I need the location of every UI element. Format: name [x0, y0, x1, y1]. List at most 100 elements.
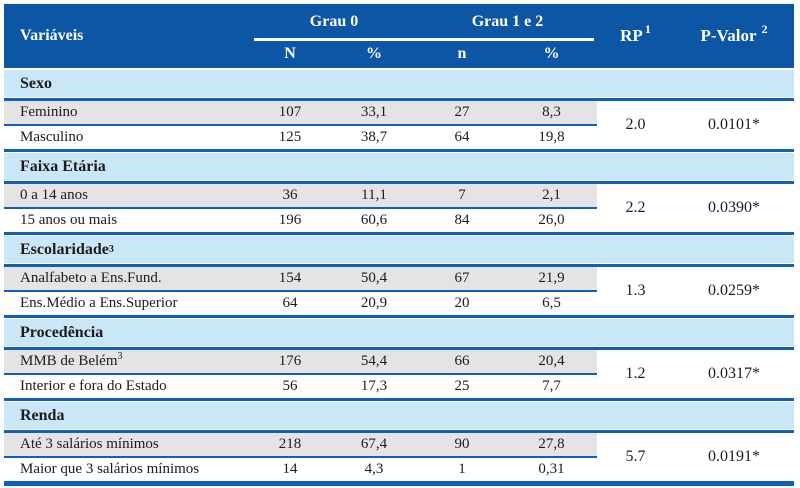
cell-pvalue: 0.0191* — [708, 448, 760, 465]
column-group-grau0: Grau 0 — [309, 13, 359, 30]
table-header: Variáveis Grau 0 Grau 1 e 2 N % n % RP 1 … — [4, 4, 794, 68]
table-row: MMB de Belém3 176 54,4 66 20,4 — [4, 350, 597, 373]
column-header-pct-grau12: % — [543, 45, 560, 62]
cell-n-grau0: 64 — [282, 295, 298, 311]
cell-pct-grau0: 54,4 — [360, 353, 388, 369]
cell-n-grau0: 218 — [278, 436, 302, 452]
cell-pct-grau0: 4,3 — [364, 461, 384, 477]
row-label: Até 3 salários mínimos — [20, 436, 159, 452]
cell-pct-grau12: 19,8 — [538, 129, 565, 145]
cell-pct-grau12: 20,4 — [538, 353, 565, 369]
row-label: Masculino — [20, 129, 84, 145]
table-row: Masculino 125 38,7 64 19,8 — [4, 126, 597, 149]
section-title: Escolaridade — [20, 240, 109, 258]
table-row: Maior que 3 salários mínimos 14 4,3 1 0,… — [4, 458, 597, 481]
row-label: 15 anos ou mais — [20, 212, 118, 228]
pvalue-footnote-marker: 2 — [761, 21, 768, 36]
column-header-pct-grau0: % — [366, 45, 382, 62]
cell-rp-value: 1.3 — [625, 282, 646, 299]
cell-n-grau0: 196 — [278, 212, 302, 228]
cell-n-grau12: 84 — [454, 212, 470, 228]
table-row: 15 anos ou mais 196 60,6 84 26,0 — [4, 209, 597, 232]
rule — [4, 98, 794, 101]
section-title: Procedência — [20, 323, 104, 341]
cell-pct-grau0: 38,7 — [360, 129, 388, 145]
section-title: Renda — [20, 406, 65, 424]
cell-pvalue: 0.0317* — [708, 365, 760, 382]
rule — [4, 181, 794, 184]
cell-pct-grau0: 50,4 — [360, 270, 388, 286]
table-bottom-rule — [4, 481, 794, 486]
cell-pct-grau0: 11,1 — [361, 187, 387, 203]
cell-pct-grau0: 20,9 — [360, 295, 388, 311]
cell-pct-grau0: 17,3 — [360, 378, 388, 394]
rule — [4, 207, 597, 209]
section-title-band: Sexo — [4, 70, 794, 97]
row-label: MMB de Belém — [20, 353, 118, 369]
rule — [4, 264, 794, 267]
cell-n-grau0: 154 — [278, 270, 302, 286]
cell-n-grau12: 64 — [454, 129, 470, 145]
row-label: Feminino — [20, 104, 78, 120]
section-title-band: Renda — [4, 402, 794, 429]
cell-n-grau12: 20 — [454, 295, 470, 311]
rule — [4, 456, 597, 458]
cell-n-grau0: 36 — [282, 187, 298, 203]
pvalue-label: P-Valor — [700, 26, 757, 45]
column-header-n-grau12: n — [457, 45, 467, 62]
cell-n-grau12: 25 — [454, 378, 470, 394]
cell-n-grau0: 107 — [278, 104, 302, 120]
row-label: Maior que 3 salários mínimos — [20, 461, 200, 477]
row-label: Analfabeto a Ens.Fund. — [20, 270, 162, 286]
table-row: Ens.Médio a Ens.Superior 64 20,9 20 6,5 — [4, 292, 597, 315]
table-row: Interior e fora do Estado 56 17,3 25 7,7 — [4, 375, 597, 398]
row-label: Interior e fora do Estado — [20, 378, 167, 394]
column-header-n-grau0: N — [284, 45, 296, 62]
section-title-band: Procedência — [4, 319, 794, 346]
table-row: Feminino 107 33,1 27 8,3 — [4, 101, 597, 124]
section-procedencia: Procedência MMB de Belém3 176 54,4 66 20… — [4, 319, 794, 402]
rule — [4, 430, 794, 433]
cell-pct-grau0: 67,4 — [360, 436, 388, 452]
cell-pct-grau12: 26,0 — [538, 212, 565, 228]
cell-pct-grau0: 60,6 — [360, 212, 388, 228]
statistics-table: Variáveis Grau 0 Grau 1 e 2 N % n % RP 1 … — [4, 4, 794, 486]
cell-rp-value: 2.2 — [625, 199, 646, 216]
cell-pct-grau12: 27,8 — [538, 436, 565, 452]
cell-pvalue: 0.0259* — [708, 282, 760, 299]
cell-pct-grau12: 0,31 — [538, 461, 565, 477]
rule — [4, 315, 794, 318]
row-label-footnote: 3 — [117, 351, 123, 362]
table-row: Analfabeto a Ens.Fund. 154 50,4 67 21,9 — [4, 267, 597, 290]
cell-n-grau12: 67 — [454, 270, 470, 286]
section-title: Sexo — [20, 74, 52, 92]
row-label: 0 a 14 anos — [20, 187, 88, 203]
rule — [4, 232, 794, 235]
column-header-pvalue: P-Valor 2 — [674, 4, 794, 68]
cell-n-grau12: 66 — [454, 353, 470, 369]
cell-rp-value: 1.2 — [625, 365, 646, 382]
cell-n-grau12: 1 — [458, 461, 466, 477]
section-title-band: Escolaridade 3 — [4, 236, 794, 263]
cell-pct-grau12: 21,9 — [538, 270, 565, 286]
table-row: 0 a 14 anos 36 11,1 7 2,1 — [4, 184, 597, 207]
rule — [4, 149, 794, 152]
cell-n-grau0: 14 — [282, 461, 298, 477]
rule — [4, 347, 794, 350]
cell-pct-grau12: 6,5 — [542, 295, 561, 311]
cell-rp-value: 2.0 — [625, 116, 646, 133]
cell-pct-grau12: 7,7 — [542, 378, 561, 394]
rule — [4, 124, 597, 126]
column-header-rp: RP 1 — [597, 4, 674, 68]
cell-n-grau0: 176 — [278, 353, 302, 369]
cell-pct-grau0: 33,1 — [360, 104, 388, 120]
section-faixa-etaria: Faixa Etária 0 a 14 anos 36 11,1 7 2,1 1… — [4, 153, 794, 236]
header-gap — [4, 68, 794, 70]
cell-pct-grau12: 8,3 — [542, 104, 561, 120]
cell-pvalue: 0.0101* — [708, 116, 760, 133]
section-renda: Renda Até 3 salários mínimos 218 67,4 90… — [4, 402, 794, 486]
section-sexo: Sexo Feminino 107 33,1 27 8,3 Masculino … — [4, 70, 794, 153]
rule — [4, 290, 597, 292]
cell-pct-grau12: 2,1 — [542, 187, 561, 203]
